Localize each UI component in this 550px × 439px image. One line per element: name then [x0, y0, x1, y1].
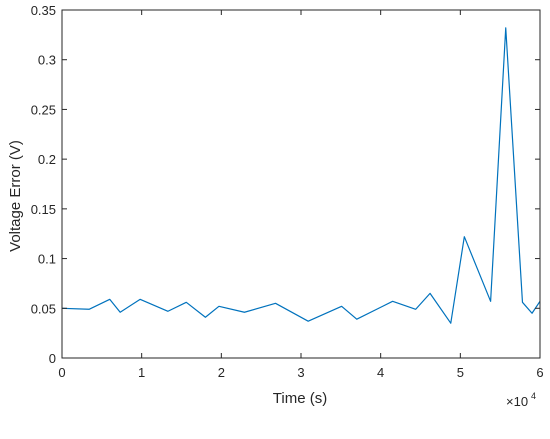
x-tick-label: 0	[58, 365, 65, 380]
x-axis-exponent: ×10 4	[506, 391, 536, 409]
x-tick-label: 2	[218, 365, 225, 380]
y-tick-label: 0.05	[31, 301, 56, 316]
y-tick-label: 0	[49, 351, 56, 366]
tick-marks	[61, 9, 541, 359]
x-exponent-base: ×10	[506, 394, 528, 409]
y-axis-label: Voltage Error (V)	[7, 140, 24, 252]
x-tick-label: 5	[457, 365, 464, 380]
x-tick-label: 6	[536, 365, 543, 380]
x-tick-label: 1	[138, 365, 145, 380]
x-axis-label: Time (s)	[273, 390, 327, 407]
series-line	[61, 27, 541, 324]
y-tick-label: 0.25	[31, 102, 56, 117]
plot-area	[61, 27, 541, 324]
tick-labels: 0 1 2 3 4 5 6 0 0.05 0.1 0.15 0.2 0.25 0.3 0.35	[31, 3, 544, 380]
x-tick-label: 3	[297, 365, 304, 380]
y-tick-label: 0.35	[31, 3, 56, 18]
y-tick-label: 0.2	[38, 152, 56, 167]
y-tick-label: 0.15	[31, 202, 56, 217]
y-tick-label: 0.1	[38, 252, 56, 267]
x-exponent-power: 4	[531, 391, 536, 401]
y-tick-label: 0.3	[38, 53, 56, 68]
x-tick-label: 4	[377, 365, 384, 380]
